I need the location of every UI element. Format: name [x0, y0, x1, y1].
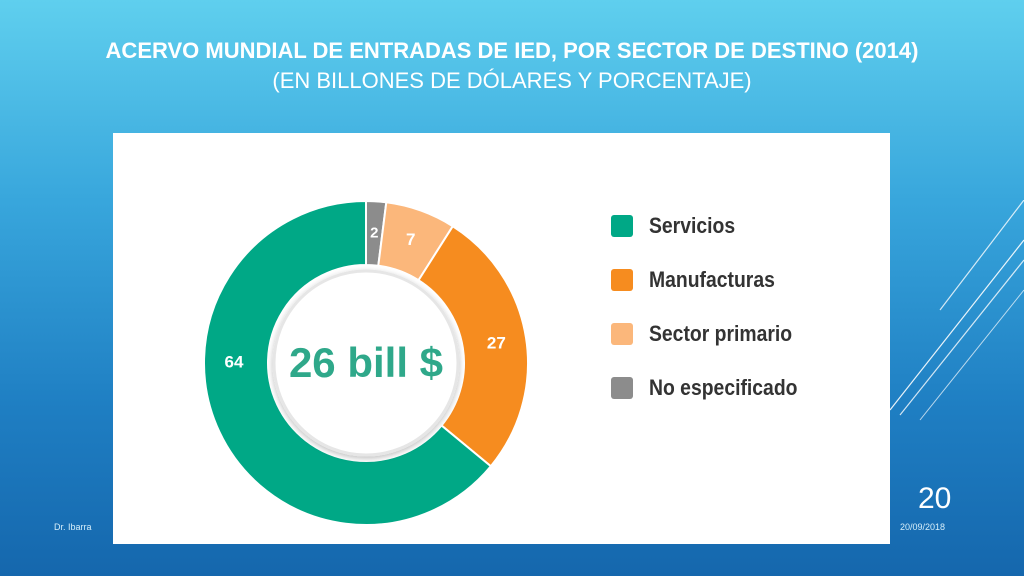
slice-label-sector-primario: 7	[406, 230, 415, 249]
title-line-1: ACERVO MUNDIAL DE ENTRADAS DE IED, POR S…	[105, 38, 919, 63]
slice-manufacturas	[417, 224, 529, 468]
slice-label-servicios: 64	[225, 353, 244, 372]
decorative-lines	[889, 200, 1024, 421]
slice-servicios	[203, 199, 493, 526]
legend-swatch	[611, 269, 633, 291]
slide-title: ACERVO MUNDIAL DE ENTRADAS DE IED, POR S…	[40, 36, 984, 96]
title-line-2: (EN BILLONES DE DÓLARES Y PORCENTAJE)	[272, 68, 752, 93]
legend-swatch	[611, 215, 633, 237]
legend-label: No especificado	[649, 375, 798, 400]
legend-label: Sector primario	[649, 321, 793, 346]
legend-label: Servicios	[649, 213, 736, 238]
footer-author: Dr. Ibarra	[54, 522, 92, 532]
slice-label-manufacturas: 27	[487, 333, 506, 352]
legend-swatch	[611, 323, 633, 345]
legend-item-servicios: Servicios	[611, 199, 818, 253]
legend-item-sector-primario: Sector primario	[611, 307, 818, 361]
footer-date: 20/09/2018	[900, 522, 946, 532]
page-number: 20	[918, 482, 952, 515]
slice-label-no-especificado: 2	[370, 224, 378, 241]
center-label: 26 bill $	[289, 339, 443, 386]
donut-center	[272, 269, 460, 457]
legend: Servicios Manufacturas Sector primario No e…	[611, 199, 818, 415]
chart-panel: 2 7 27 64 26 bill $ Servicios Manufacturas Se…	[113, 133, 890, 544]
legend-label: Manufacturas	[649, 267, 775, 292]
legend-swatch	[611, 377, 633, 399]
legend-item-manufacturas: Manufacturas	[611, 253, 818, 307]
legend-item-no-especificado: No especificado	[611, 361, 818, 415]
